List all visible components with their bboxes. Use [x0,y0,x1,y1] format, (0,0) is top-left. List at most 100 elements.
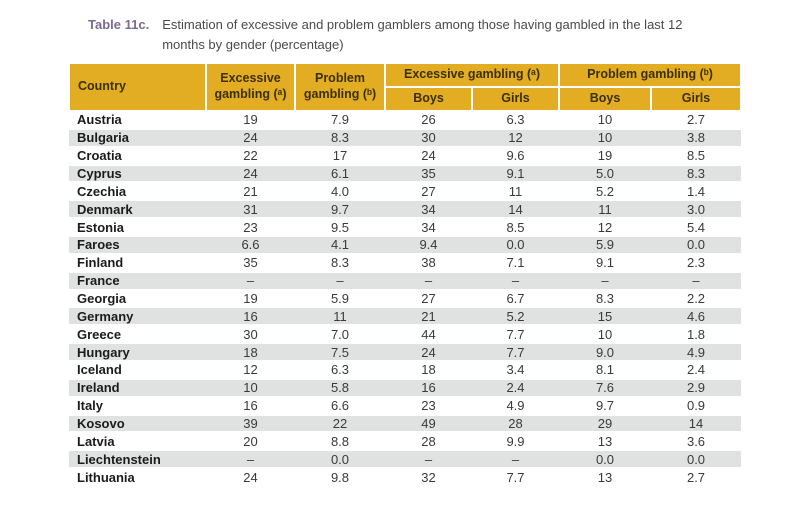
value-cell: 6.6 [206,236,295,255]
value-cell: 18 [385,361,472,380]
table-row: Finland 35 8.3 38 7.1 9.1 2.3 [69,253,742,273]
country-cell: Faroes [69,236,206,255]
table-row: Greece 30 7.0 44 7.7 10 1.8 [69,325,742,345]
value-cell: 12 [472,128,559,148]
table-row: Lithuania 24 9.8 32 7.7 13 2.7 [69,468,742,488]
value-cell: 10 [559,128,651,148]
value-cell: 39 [206,414,295,434]
country-cell: Kosovo [69,414,206,434]
value-cell: 7.7 [472,468,559,488]
table-row: Bulgaria 24 8.3 30 12 10 3.8 [69,128,742,148]
value-cell: 6.7 [472,289,559,309]
value-cell: – [385,450,472,470]
country-cell: Iceland [69,361,206,380]
value-cell: 26 [385,111,472,130]
value-cell: 8.8 [295,432,385,452]
value-cell: 4.9 [472,396,559,416]
country-cell: Estonia [69,218,206,238]
value-cell: 9.5 [295,218,385,238]
value-cell: 24 [206,468,295,488]
country-cell: Latvia [69,432,206,452]
table-row: Faroes 6.6 4.1 9.4 0.0 5.9 0.0 [69,236,742,255]
value-cell: 8.5 [651,146,742,166]
value-cell: 5.4 [651,218,742,238]
value-cell: 1.8 [651,325,742,345]
value-cell: 8.5 [472,218,559,238]
value-cell: 4.1 [295,236,385,255]
value-cell: 7.7 [472,343,559,363]
value-cell: 5.2 [472,307,559,327]
value-cell: 22 [206,146,295,166]
value-cell: 31 [206,200,295,220]
value-cell: 49 [385,414,472,434]
header-excessive-group: Excessive gambling (ᵃ) [384,62,560,88]
header-excessive-boys: Boys [384,86,473,112]
table-row: Ireland 10 5.8 16 2.4 7.6 2.9 [69,378,742,398]
value-cell: 28 [472,414,559,434]
header-problem-girls: Girls [649,86,743,112]
table-row: Czechia 21 4.0 27 11 5.2 1.4 [69,182,742,202]
value-cell: 4.0 [295,182,385,202]
value-cell: 5.9 [295,289,385,309]
value-cell: 27 [385,289,472,309]
value-cell: 27 [385,182,472,202]
value-cell: 8.3 [295,128,385,148]
table-row: Liechtenstein –0.0– –0.0 0.0 [69,450,742,470]
value-cell: 7.7 [472,325,559,345]
value-cell: 9.1 [559,253,651,273]
value-cell: 6.1 [295,164,385,184]
table-row: Kosovo 39 22 49 28 29 14 [69,414,742,434]
value-cell: – [472,450,559,470]
value-cell: 21 [385,307,472,327]
value-cell: 5.0 [559,164,651,184]
country-cell: Germany [69,307,206,327]
value-cell: 6.3 [295,361,385,380]
table-row: France – – – – – – [69,271,742,291]
value-cell: 0.0 [472,236,559,255]
country-cell: Greece [69,325,206,345]
value-cell: 19 [559,146,651,166]
value-cell: 2.3 [651,253,742,273]
table-row: Italy 16 6.6 23 4.9 9.7 0.9 [69,396,742,416]
value-cell: 24 [206,164,295,184]
value-cell: 34 [385,218,472,238]
value-cell: 13 [559,468,651,488]
country-cell: Finland [69,253,206,273]
country-cell: Georgia [69,289,206,309]
value-cell: 23 [206,218,295,238]
value-cell: 6.6 [295,396,385,416]
table-number-label: Table 11c. [88,17,150,32]
table-row: Iceland 12 6.3 18 3.4 8.1 2.4 [69,361,742,380]
country-cell: France [69,271,206,291]
value-cell: 7.1 [472,253,559,273]
value-cell: 4.9 [651,343,742,363]
value-cell: 10 [559,325,651,345]
value-cell: 30 [206,325,295,345]
value-cell: 9.6 [472,146,559,166]
value-cell: 9.9 [472,432,559,452]
value-cell: 35 [206,253,295,273]
table-row: Hungary 18 7.5 24 7.7 9.0 4.9 [69,343,742,363]
table-row: Latvia 20 8.8 28 9.9 13 3.6 [69,432,742,452]
country-cell: Ireland [69,378,206,398]
value-cell: 16 [206,396,295,416]
value-cell: 2.4 [472,378,559,398]
value-cell: – [206,271,295,291]
value-cell: 7.0 [295,325,385,345]
value-cell: 23 [385,396,472,416]
gambling-table: Country Excessive gambling (ᵃ) Problem g… [68,62,743,488]
value-cell: 8.3 [651,164,742,184]
value-cell: 29 [559,414,651,434]
value-cell: 9.0 [559,343,651,363]
table-caption: Table 11c. Estimation of excessive and p… [88,15,738,55]
value-cell: 22 [295,414,385,434]
value-cell: 3.4 [472,361,559,380]
value-cell: 12 [206,361,295,380]
table-caption-text: Estimation of excessive and problem gamb… [162,17,683,53]
value-cell: 16 [385,378,472,398]
value-cell: 10 [206,378,295,398]
header-problem-total: Problem gambling (ᵇ) [294,62,386,112]
value-cell: 20 [206,432,295,452]
value-cell: 5.9 [559,236,651,255]
value-cell: 9.7 [295,200,385,220]
